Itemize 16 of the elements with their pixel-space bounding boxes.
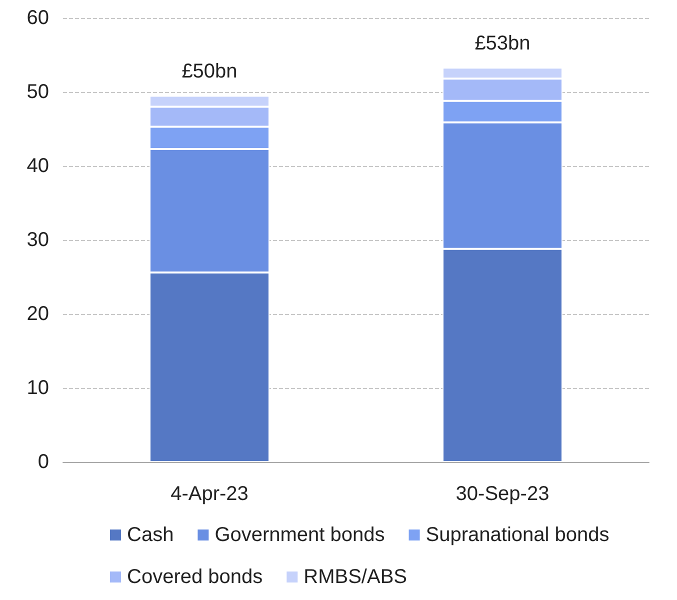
legend-label: Covered bonds <box>127 566 263 588</box>
x-tick-label: 30-Sep-23 <box>456 483 550 505</box>
y-tick-label: 30 <box>26 229 49 251</box>
total-label: £53bn <box>474 32 530 55</box>
y-tick-label: 10 <box>26 377 49 399</box>
y-tick-label: 40 <box>26 155 49 177</box>
x-tick-label: 4-Apr-23 <box>170 483 248 505</box>
legend-label: Cash <box>127 524 174 546</box>
y-tick-label: 50 <box>26 81 49 103</box>
legend-label: Government bonds <box>214 524 385 546</box>
total-label: £50bn <box>182 60 238 83</box>
legend-label: Supranational bonds <box>426 524 610 546</box>
y-tick-label: 20 <box>26 303 49 325</box>
legend-label: RMBS/ABS <box>304 566 408 588</box>
y-tick-label: 60 <box>26 7 49 29</box>
y-tick-label: 0 <box>38 451 49 473</box>
